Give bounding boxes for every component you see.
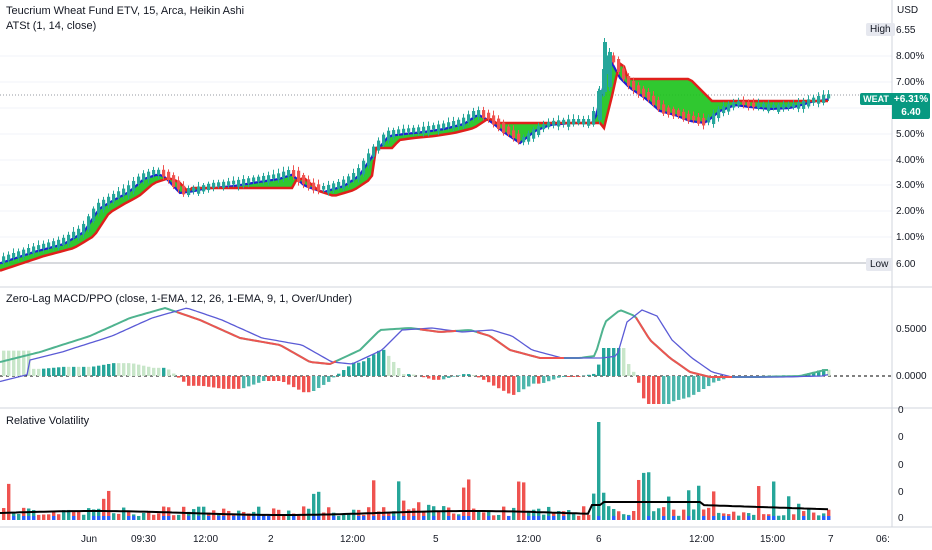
- atst-indicator[interactable]: [0, 61, 829, 272]
- high-value: 6.55: [896, 25, 916, 36]
- macd-tick: 0.5000: [896, 324, 927, 335]
- price-tick: 7.00%: [896, 77, 925, 88]
- symbol-tag[interactable]: WEAT: [860, 93, 892, 105]
- vol-tick: 0: [898, 513, 904, 524]
- time-label: 2: [268, 534, 274, 545]
- price-tick: 4.00%: [896, 155, 925, 166]
- heikin-ashi-candles: [2, 38, 831, 266]
- currency-label[interactable]: USD: [897, 5, 919, 16]
- time-label: 06:: [876, 534, 890, 545]
- time-label: 15:00: [760, 534, 786, 545]
- price-tick: 8.00%: [896, 51, 925, 62]
- time-label: 5: [433, 534, 439, 545]
- price-grid: [0, 55, 892, 238]
- macd-histogram: [2, 348, 831, 404]
- low-value: 6.00: [896, 259, 916, 270]
- price-change: +6.31%: [893, 94, 929, 105]
- price-tick: 3.00%: [896, 180, 925, 191]
- vol-tick: 0: [898, 487, 904, 498]
- time-label: 12:00: [689, 534, 715, 545]
- chart-title[interactable]: Teucrium Wheat Fund ETV, 15, Arca, Heiki…: [6, 5, 245, 17]
- price-tick: 5.00%: [896, 129, 925, 140]
- time-label: 7: [828, 534, 834, 545]
- time-label: Jun: [81, 534, 98, 545]
- macd-title[interactable]: Zero-Lag MACD/PPO (close, 1-EMA, 12, 26,…: [6, 293, 353, 305]
- time-label: 12:00: [193, 534, 219, 545]
- low-badge: Low: [866, 258, 893, 271]
- last-price: 6.40: [901, 107, 921, 118]
- price-tick: 1.00%: [896, 232, 925, 243]
- last-price-tag[interactable]: +6.31% 6.40: [892, 93, 930, 119]
- high-badge: High: [866, 23, 895, 36]
- macd-signal-line: [0, 307, 829, 383]
- indicator-atst-label[interactable]: ATSt (1, 14, close): [6, 20, 97, 32]
- vol-tick: 0: [898, 460, 904, 471]
- vol-tick: 0: [898, 405, 904, 416]
- volatility-title[interactable]: Relative Volatility: [6, 415, 90, 427]
- volatility-average-line: [0, 501, 829, 516]
- time-label: 12:00: [340, 534, 366, 545]
- price-tick: 2.00%: [896, 206, 925, 217]
- time-label: 09:30: [131, 534, 157, 545]
- time-label: 12:00: [516, 534, 542, 545]
- time-label: 6: [596, 534, 602, 545]
- macd-tick: 0.0000: [896, 371, 927, 382]
- vol-tick: 0: [898, 432, 904, 443]
- macd-colored-segments: [176, 311, 732, 378]
